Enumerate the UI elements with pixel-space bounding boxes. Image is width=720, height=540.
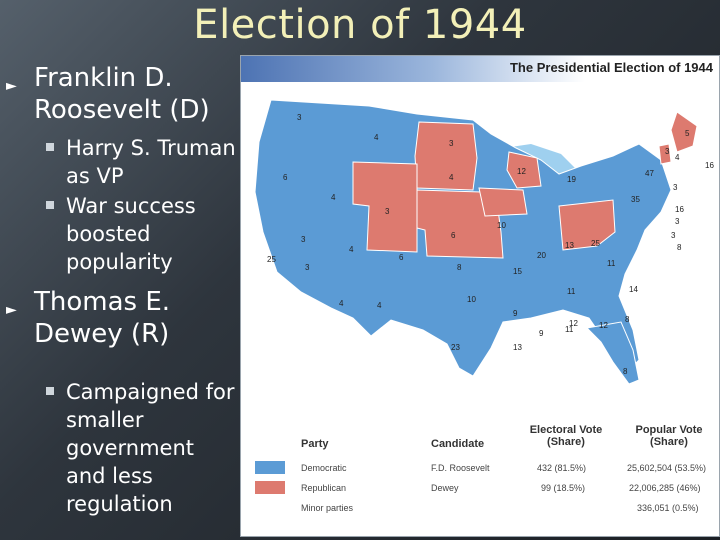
legend-electoral-democratic: 432 (81.5%) [537,463,587,473]
electoral-vote-labels: 3 4 3 5 6 4 3 4 12 3 16 47 19 4 3 3 6 10… [267,113,714,376]
square-bullet-icon [46,201,54,209]
legend-header-candidate: Candidate [431,438,485,450]
slide-title: Election of 1944 [193,2,527,48]
bullet-dewey-label: Thomas E. Dewey (R) [34,287,171,349]
state-label: 3 [671,231,676,240]
state-label: 16 [705,161,714,170]
state-label: 8 [623,367,628,376]
state-label: 25 [267,255,276,264]
republican-wyoming-colorado [352,161,418,253]
state-label: 4 [331,193,336,202]
legend-party-democratic: Democratic [301,463,347,473]
state-label: 3 [675,217,680,226]
state-label: 3 [449,139,454,148]
state-label: 13 [513,343,522,352]
state-label: 47 [645,169,654,178]
state-label: 11 [565,325,574,334]
sub-bullet-text: Campaigned for smaller government and le… [66,380,235,516]
sub-bullet-campaign: Campaigned for smaller government and le… [6,378,238,518]
state-label: 3 [301,235,306,244]
legend-candidate-democratic: F.D. Roosevelt [431,463,490,473]
state-label: 19 [567,175,576,184]
state-label: 20 [537,251,546,260]
state-label: 9 [539,329,544,338]
legend-popular-republican: 22,006,285 (46%) [629,483,701,493]
state-label: 4 [675,153,680,162]
republican-indiana-ohio [558,199,616,251]
state-label: 25 [591,239,600,248]
square-bullet-icon [46,143,54,151]
state-label: 3 [305,263,310,272]
legend-popular-minor: 336,051 (0.5%) [637,503,699,513]
state-label: 4 [349,245,354,254]
legend-header-popular: Popular Vote (Share) [635,424,703,448]
state-label: 3 [385,207,390,216]
sub-bullet-truman: Harry S. Truman as VP [6,134,238,190]
bullet-list: ► Franklin D. Roosevelt (D) Harry S. Tru… [6,62,238,520]
bullet-fdr-label: Franklin D. Roosevelt (D) [34,63,210,125]
legend-party-minor: Minor parties [301,503,354,513]
republican-wisconsin [506,151,542,189]
legend-header-party: Party [301,438,329,450]
state-label: 10 [467,295,476,304]
republican-northdakota-southdakota [414,121,478,191]
triangle-bullet-icon: ► [6,78,17,94]
state-label: 4 [339,299,344,308]
state-label: 11 [567,287,576,296]
legend-candidate-republican: Dewey [431,483,459,493]
state-label: 4 [374,133,379,142]
state-label: 11 [607,259,616,268]
results-legend: Party Candidate Electoral Vote (Share) P… [241,406,719,536]
state-label: 6 [399,253,404,262]
map-header-bar: The Presidential Election of 1944 [241,56,719,82]
bullet-dewey: ► Thomas E. Dewey (R) [6,286,238,350]
state-label: 8 [625,315,630,324]
republican-maine [670,111,698,153]
state-label: 13 [565,241,574,250]
election-map-panel: The Presidential Election of 1944 3 4 3 … [240,55,720,537]
legend-popular-democratic: 25,602,504 (53.5%) [627,463,707,473]
sub-bullet-text: Harry S. Truman as VP [66,136,236,188]
republican-iowa [478,187,528,217]
legend-party-republican: Republican [301,483,347,493]
legend-header-electoral: Electoral Vote (Share) [529,424,603,448]
state-label: 8 [677,243,682,252]
state-label: 3 [665,147,670,156]
state-label: 4 [449,173,454,182]
state-label: 15 [513,267,522,276]
state-label: 10 [497,221,506,230]
triangle-bullet-icon: ► [6,302,17,318]
state-label: 6 [451,231,456,240]
square-bullet-icon [46,387,54,395]
bullet-fdr: ► Franklin D. Roosevelt (D) [6,62,238,126]
us-election-map: 3 4 3 5 6 4 3 4 12 3 16 47 19 4 3 3 6 10… [254,99,714,385]
sub-bullet-war: War success boosted popularity [6,192,238,276]
state-label: 14 [629,285,638,294]
map-title: The Presidential Election of 1944 [509,60,713,75]
sub-bullet-text: War success boosted popularity [66,194,196,274]
legend-swatch-democratic [255,461,285,474]
state-label: 23 [451,343,460,352]
state-label: 4 [377,301,382,310]
state-label: 8 [457,263,462,272]
state-label: 12 [517,167,526,176]
state-label: 12 [599,321,608,330]
state-label: 5 [685,129,690,138]
republican-vermont [658,143,672,165]
state-label: 3 [297,113,302,122]
legend-swatch-republican [255,481,285,494]
florida [585,321,640,385]
state-label: 3 [673,183,678,192]
state-label: 35 [631,195,640,204]
legend-electoral-republican: 99 (18.5%) [541,483,586,493]
state-label: 16 [675,205,684,214]
state-label: 12 [569,319,578,328]
state-label: 9 [513,309,518,318]
state-label: 6 [283,173,288,182]
